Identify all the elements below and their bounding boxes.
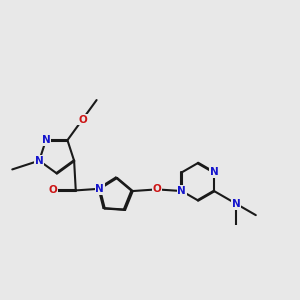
Text: N: N bbox=[41, 135, 50, 145]
Text: O: O bbox=[78, 115, 87, 124]
Text: N: N bbox=[232, 199, 241, 209]
Text: O: O bbox=[152, 184, 161, 194]
Text: O: O bbox=[48, 185, 57, 195]
Text: N: N bbox=[95, 184, 104, 194]
Text: N: N bbox=[95, 184, 104, 194]
Text: N: N bbox=[177, 186, 186, 196]
Text: N: N bbox=[210, 167, 218, 177]
Text: N: N bbox=[35, 156, 44, 166]
